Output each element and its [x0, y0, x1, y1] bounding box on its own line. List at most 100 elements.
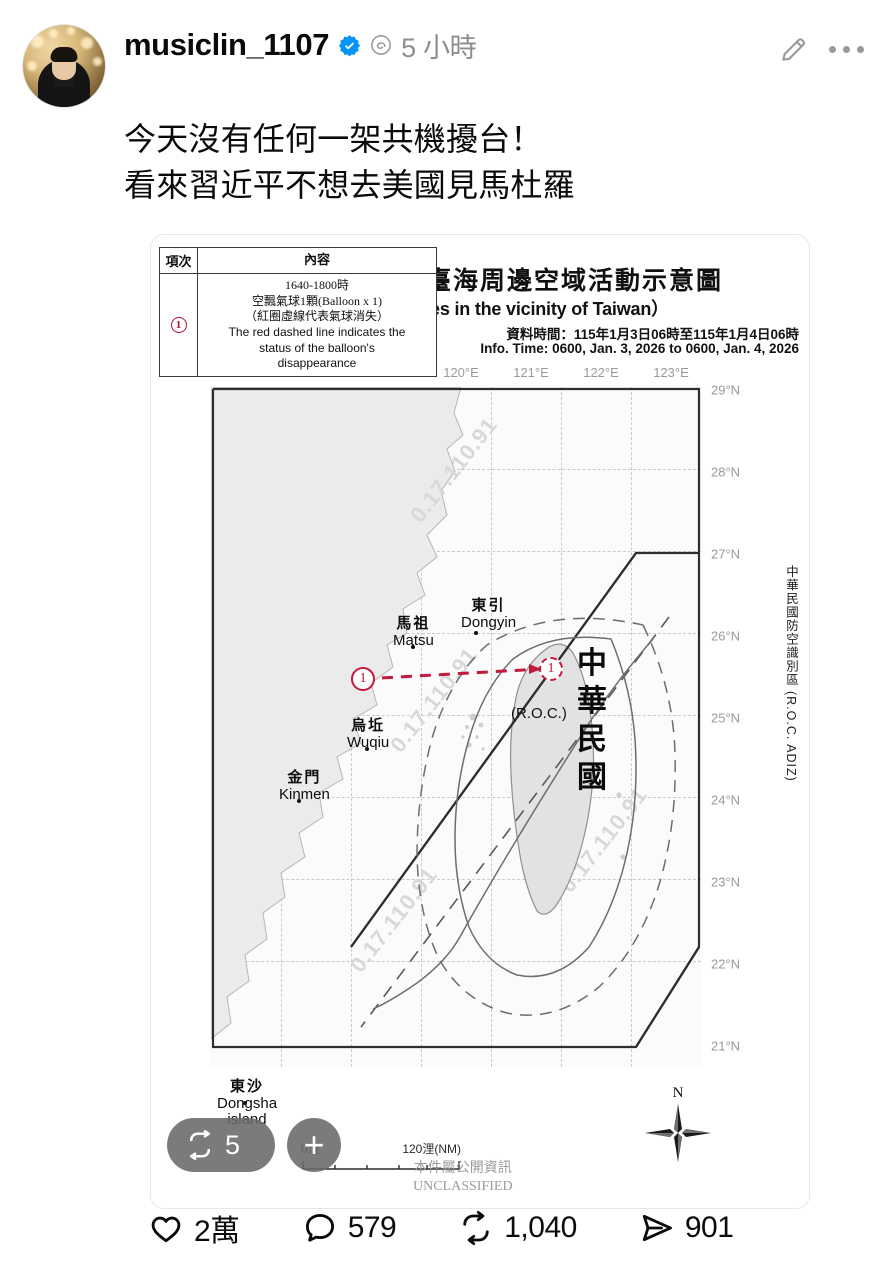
country-label-sub: (R.O.C.)	[511, 705, 567, 723]
lat-tick: 21°N	[711, 1038, 741, 1054]
lat-tick: 28°N	[711, 464, 741, 480]
country-label: 中	[577, 647, 608, 681]
adiz-caption: 中華民國防空識別區 (R.O.C. ADIZ)	[784, 565, 798, 782]
share-icon	[642, 1214, 672, 1242]
place-dot-dongsha	[243, 1101, 247, 1106]
classification-en: UNCLASSIFIED	[413, 1179, 513, 1195]
post-text: 今天沒有任何一架共機擾台！ 看來習近平不想去美國見馬杜羅	[0, 108, 886, 208]
gridline-v	[421, 387, 422, 1068]
mainland-landmass	[211, 387, 464, 1040]
legend-line: status of the balloon's	[259, 340, 375, 355]
place-dot-wuqiu	[365, 747, 369, 752]
pencil-icon[interactable]	[779, 34, 809, 64]
place-name-en: Kinmen	[279, 785, 330, 803]
header-actions	[779, 24, 864, 64]
username[interactable]: musiclin_1107	[124, 27, 330, 62]
place-name-zh: 東沙	[230, 1079, 265, 1096]
place-dot-kinmen	[297, 799, 301, 804]
media-repost-count: 5	[225, 1129, 241, 1160]
classification-zh: 本件屬公開資訊	[413, 1161, 512, 1177]
place-dot-dongyin	[474, 631, 478, 636]
lon-tick: 120°E	[443, 365, 479, 381]
country-label: 華	[577, 685, 608, 719]
threads-logo-icon	[371, 35, 392, 55]
comment-button[interactable]: 579	[302, 1210, 397, 1246]
gridline-h	[211, 879, 701, 881]
gridline-h	[211, 633, 701, 635]
place-name-zh: 烏坵	[351, 718, 386, 735]
legend-item-content: 1640-1800時 空飄氣球1顆(Balloon x 1) （紅圈虛線代表氣球…	[198, 274, 436, 376]
lat-tick: 25°N	[711, 710, 741, 726]
legend-col-content: 內容	[303, 252, 330, 268]
classification-note: 本件屬公開資訊 UNCLASSIFIED	[413, 1160, 513, 1196]
legend-item-number: 1	[160, 274, 198, 376]
legend-col-item: 項次	[160, 248, 198, 274]
media-add-button[interactable]: +	[287, 1118, 341, 1173]
legend-line: disappearance	[277, 356, 357, 371]
media-repost-button[interactable]: 5	[167, 1118, 275, 1173]
lat-tick: 26°N	[711, 628, 741, 644]
balloon-marker-end: 1	[539, 657, 563, 682]
repost-button[interactable]: 1,040	[458, 1210, 577, 1246]
place-name-en: Wuqiu	[347, 733, 390, 751]
lat-tick: 27°N	[711, 546, 741, 562]
legend-line: 1640-1800時	[285, 278, 349, 293]
place-name-en: Dongsha	[217, 1094, 278, 1112]
like-count: 2萬	[194, 1215, 240, 1248]
lat-tick: 23°N	[711, 874, 741, 890]
gridline-h	[211, 469, 701, 471]
country-label: 民	[577, 723, 608, 757]
place-name-zh: 馬祖	[396, 616, 431, 633]
gridline-v	[491, 387, 492, 1068]
lat-tick: 24°N	[711, 792, 741, 808]
lon-tick: 123°E	[653, 365, 689, 381]
more-dots-icon[interactable]	[829, 45, 864, 53]
map-image-card[interactable]: 中共解放軍進入臺海周邊空域活動示意圖 （PLA air activities i…	[150, 234, 810, 1210]
verified-badge-icon	[338, 34, 361, 56]
media-overlay-controls: 5 +	[167, 1118, 341, 1173]
gridline-h	[211, 961, 701, 963]
gridline-h	[211, 715, 701, 717]
post-header: musiclin_1107 5 小時	[0, 0, 886, 108]
gridline-h	[211, 797, 701, 799]
legend-line: 空飄氣球1顆(Balloon x 1)	[252, 293, 382, 308]
balloon-marker-start: 1	[351, 667, 375, 692]
legend-line: The red dashed line indicates the	[228, 324, 406, 339]
legend-line: （紅圈虛線代表氣球消失）	[244, 309, 389, 324]
post-timestamp: 5 小時	[401, 32, 477, 63]
place-dot-matsu	[411, 645, 415, 650]
like-button[interactable]: 2萬	[148, 1206, 240, 1250]
compass-star-icon	[645, 1104, 711, 1163]
comment-count: 579	[347, 1211, 397, 1244]
lon-tick: 122°E	[583, 365, 619, 381]
share-count: 901	[684, 1211, 734, 1244]
place-label-dongyin: 東引 Dongyin	[461, 598, 517, 631]
legend-header-row: 項次 內容	[160, 248, 436, 275]
share-button[interactable]: 901	[639, 1210, 734, 1246]
compass-rose: N	[643, 1085, 713, 1165]
post-text-line-2: 看來習近平不想去美國見馬杜羅	[124, 167, 575, 204]
country-label: 國	[577, 761, 608, 795]
repost-count: 1,040	[504, 1211, 577, 1244]
scale-end-label: 120浬(NM)	[402, 1142, 461, 1157]
gridline-v	[631, 387, 632, 1068]
media-container: 中共解放軍進入臺海周邊空域活動示意圖 （PLA air activities i…	[0, 208, 886, 1210]
map-plot-area: 0.17.110.91 0.17.110.91 0.17.110.91 0.17…	[211, 387, 701, 1068]
repost-icon	[190, 1130, 210, 1161]
place-name-zh: 東引	[471, 598, 506, 615]
lat-tick: 29°N	[711, 382, 741, 398]
heart-icon	[151, 1216, 181, 1243]
map-info-time-zh: 資料時間：115年1月3日06時至115年1月4日06時	[506, 327, 799, 343]
taiwan-island	[461, 643, 626, 915]
place-name-en: Dongyin	[461, 613, 517, 631]
balloon-track	[362, 664, 542, 681]
avatar[interactable]	[22, 24, 106, 108]
post-actions: 2萬 579 1,040	[148, 1206, 746, 1250]
repost-icon	[463, 1210, 489, 1246]
comment-icon	[305, 1213, 334, 1242]
place-label-wuqiu: 烏坵 Wuqiu	[347, 718, 390, 751]
gridline-h	[211, 551, 701, 553]
post-footer: 2萬 579 1,040	[0, 1206, 886, 1250]
legend-row: 1 1640-1800時 空飄氣球1顆(Balloon x 1) （紅圈虛線代表…	[160, 274, 436, 376]
